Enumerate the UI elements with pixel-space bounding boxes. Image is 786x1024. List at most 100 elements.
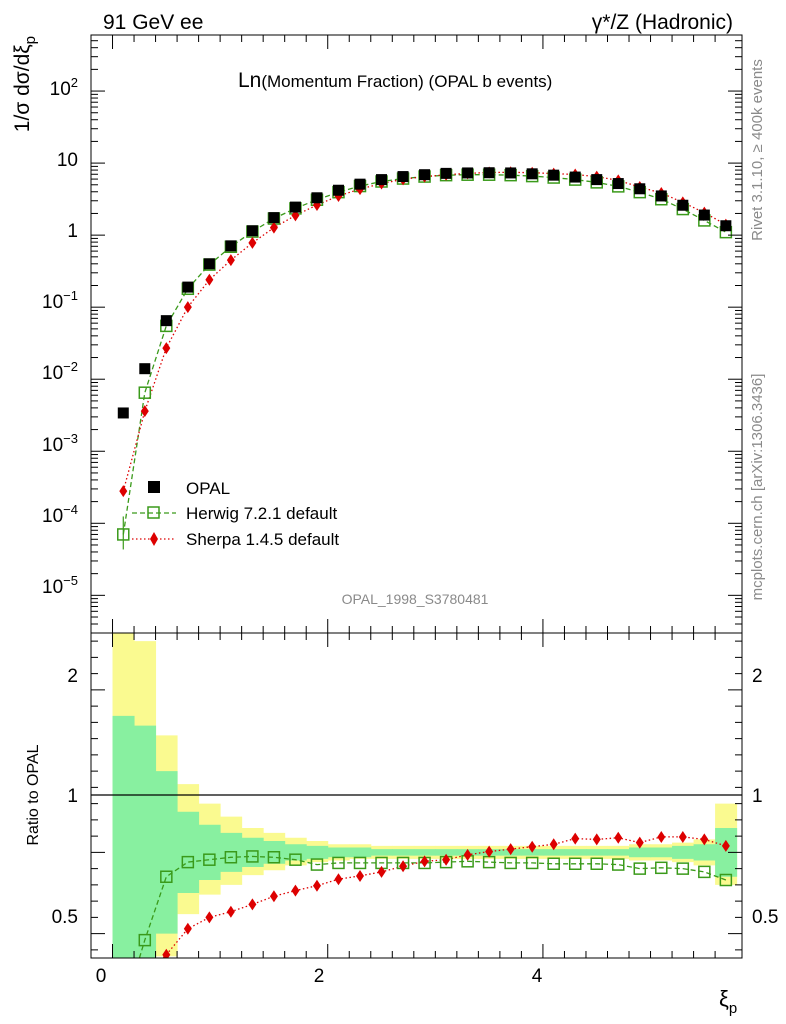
herwig-ratio-point bbox=[633, 862, 647, 875]
herwig-ratio-point bbox=[181, 855, 195, 869]
sherpa-ratio-point bbox=[721, 839, 730, 852]
sherpa-point bbox=[269, 221, 278, 234]
ratio-band-inner bbox=[112, 715, 135, 958]
herwig-ratio-point bbox=[267, 851, 281, 864]
opal-point bbox=[139, 363, 151, 375]
herwig-ratio-line bbox=[138, 855, 727, 958]
opal-point bbox=[483, 167, 495, 179]
ratio-band-inner bbox=[392, 849, 415, 856]
ratio-band-inner bbox=[650, 847, 673, 858]
ratio-band-inner bbox=[672, 845, 695, 859]
legend-opal-label: OPAL bbox=[186, 479, 230, 498]
ratio-band-inner bbox=[134, 725, 157, 958]
opal-point bbox=[376, 174, 388, 186]
ratio-y-tick-labels-left: 2 1 0.5 bbox=[52, 666, 78, 928]
opal-point bbox=[720, 220, 732, 232]
opal-point bbox=[268, 212, 280, 224]
plot-title-prefix: Ln bbox=[238, 69, 261, 92]
opal-point bbox=[440, 167, 452, 179]
ratio-band-inner bbox=[413, 849, 436, 856]
opal-point bbox=[655, 190, 667, 202]
x-tick-label-0: 0 bbox=[96, 966, 107, 987]
opal-point bbox=[698, 209, 710, 221]
herwig-ratio-point bbox=[332, 856, 345, 870]
main-plot: 102 10 1 10−1 10−2 10−3 10−4 10−5 1/σ dσ… bbox=[11, 34, 743, 634]
opal-point bbox=[612, 178, 624, 190]
x-tick-label-4: 4 bbox=[532, 966, 543, 987]
sherpa-ratio-point bbox=[592, 833, 601, 846]
sherpa-ratio-point bbox=[269, 890, 278, 903]
opal-point bbox=[505, 167, 517, 179]
opal-point bbox=[289, 201, 301, 213]
sherpa-ratio-point bbox=[162, 948, 171, 958]
x-tick-label-2: 2 bbox=[314, 966, 325, 987]
sherpa-ratio-point bbox=[356, 869, 365, 882]
sherpa-ratio-point bbox=[226, 905, 235, 918]
legend-herwig-label: Herwig 7.2.1 default bbox=[186, 504, 337, 523]
ratio-band-inner bbox=[349, 847, 372, 858]
legend-herwig-marker bbox=[147, 506, 160, 519]
herwig-ratio-point bbox=[160, 870, 173, 883]
opal-point bbox=[591, 174, 603, 186]
sherpa-point bbox=[183, 301, 192, 314]
ratio-y-tick-label-0.5-right: 0.5 bbox=[752, 907, 778, 928]
sherpa-ratio-point bbox=[183, 922, 192, 935]
ratio-y-tick-label-1: 1 bbox=[67, 786, 78, 807]
ratio-band-inner bbox=[370, 849, 393, 856]
opal-point bbox=[634, 183, 646, 195]
opal-point bbox=[569, 171, 581, 183]
y-tick-label-0.0001: 10−4 bbox=[42, 502, 78, 527]
herwig-line bbox=[122, 174, 727, 535]
ratio-band-inner bbox=[607, 849, 630, 856]
opal-point bbox=[246, 225, 258, 237]
sherpa-ratio-point bbox=[377, 865, 386, 878]
ratio-y-tick-label-2: 2 bbox=[67, 666, 78, 687]
herwig-ratio-point bbox=[203, 853, 216, 866]
herwig-ratio-point bbox=[504, 856, 517, 870]
ratio-band-inner bbox=[435, 849, 458, 856]
opal-point bbox=[354, 178, 366, 190]
y-tick-label-0.1: 10−1 bbox=[42, 288, 78, 313]
sherpa-ratio-point bbox=[312, 879, 321, 892]
opal-point bbox=[203, 258, 215, 270]
herwig-ratio-point bbox=[525, 856, 539, 870]
ratio-band-inner bbox=[585, 849, 608, 856]
opal-point bbox=[332, 184, 344, 196]
sherpa-ratio-point bbox=[571, 832, 580, 845]
herwig-ratio-point bbox=[676, 862, 690, 875]
sherpa-ratio-point bbox=[506, 843, 515, 856]
ratio-y-tick-label-0.5: 0.5 bbox=[52, 907, 78, 928]
ratio-plot: 2 1 0.5 2 1 0.5 0 2 4 Ratio to OPAL ξp bbox=[25, 632, 778, 1017]
opal-point bbox=[117, 407, 129, 419]
legend: OPAL Herwig 7.2.1 default Sherpa 1.4.5 d… bbox=[132, 479, 339, 549]
herwig-ratio-point bbox=[698, 865, 711, 879]
main-y-tick-labels: 102 10 1 10−1 10−2 10−3 10−4 10−5 bbox=[42, 75, 78, 598]
ratio-band-inner bbox=[542, 849, 565, 856]
herwig-ratio-point bbox=[353, 856, 367, 870]
sherpa-point bbox=[248, 236, 257, 249]
sherpa-point bbox=[140, 405, 149, 418]
ratio-band-inner bbox=[629, 847, 652, 858]
x-tick-labels: 0 2 4 bbox=[96, 966, 543, 987]
ratio-band-inner bbox=[198, 824, 221, 880]
herwig-ratio-point bbox=[289, 853, 302, 866]
herwig-ratio-point bbox=[482, 855, 496, 869]
sherpa-ratio-point bbox=[657, 830, 666, 843]
sherpa-point bbox=[205, 273, 214, 286]
sherpa-ratio-point bbox=[399, 860, 408, 873]
herwig-point bbox=[138, 386, 152, 399]
opal-point bbox=[526, 168, 538, 180]
mcplots-label: mcplots.cern.ch [arXiv:1306.3436] bbox=[749, 374, 766, 601]
ratio-band-inner bbox=[327, 847, 350, 858]
ratio-y-tick-label-2-right: 2 bbox=[752, 666, 763, 687]
opal-point bbox=[311, 192, 323, 204]
legend-sherpa-label: Sherpa 1.4.5 default bbox=[186, 530, 339, 549]
ratio-band-inner bbox=[306, 845, 329, 859]
ratio-y-axis-label: Ratio to OPAL bbox=[25, 744, 42, 845]
opal-point bbox=[397, 171, 409, 183]
header-left: 91 GeV ee bbox=[103, 11, 203, 34]
herwig-ratio-point bbox=[719, 873, 733, 887]
opal-point bbox=[462, 167, 474, 179]
sherpa-ratio-point bbox=[334, 873, 343, 886]
